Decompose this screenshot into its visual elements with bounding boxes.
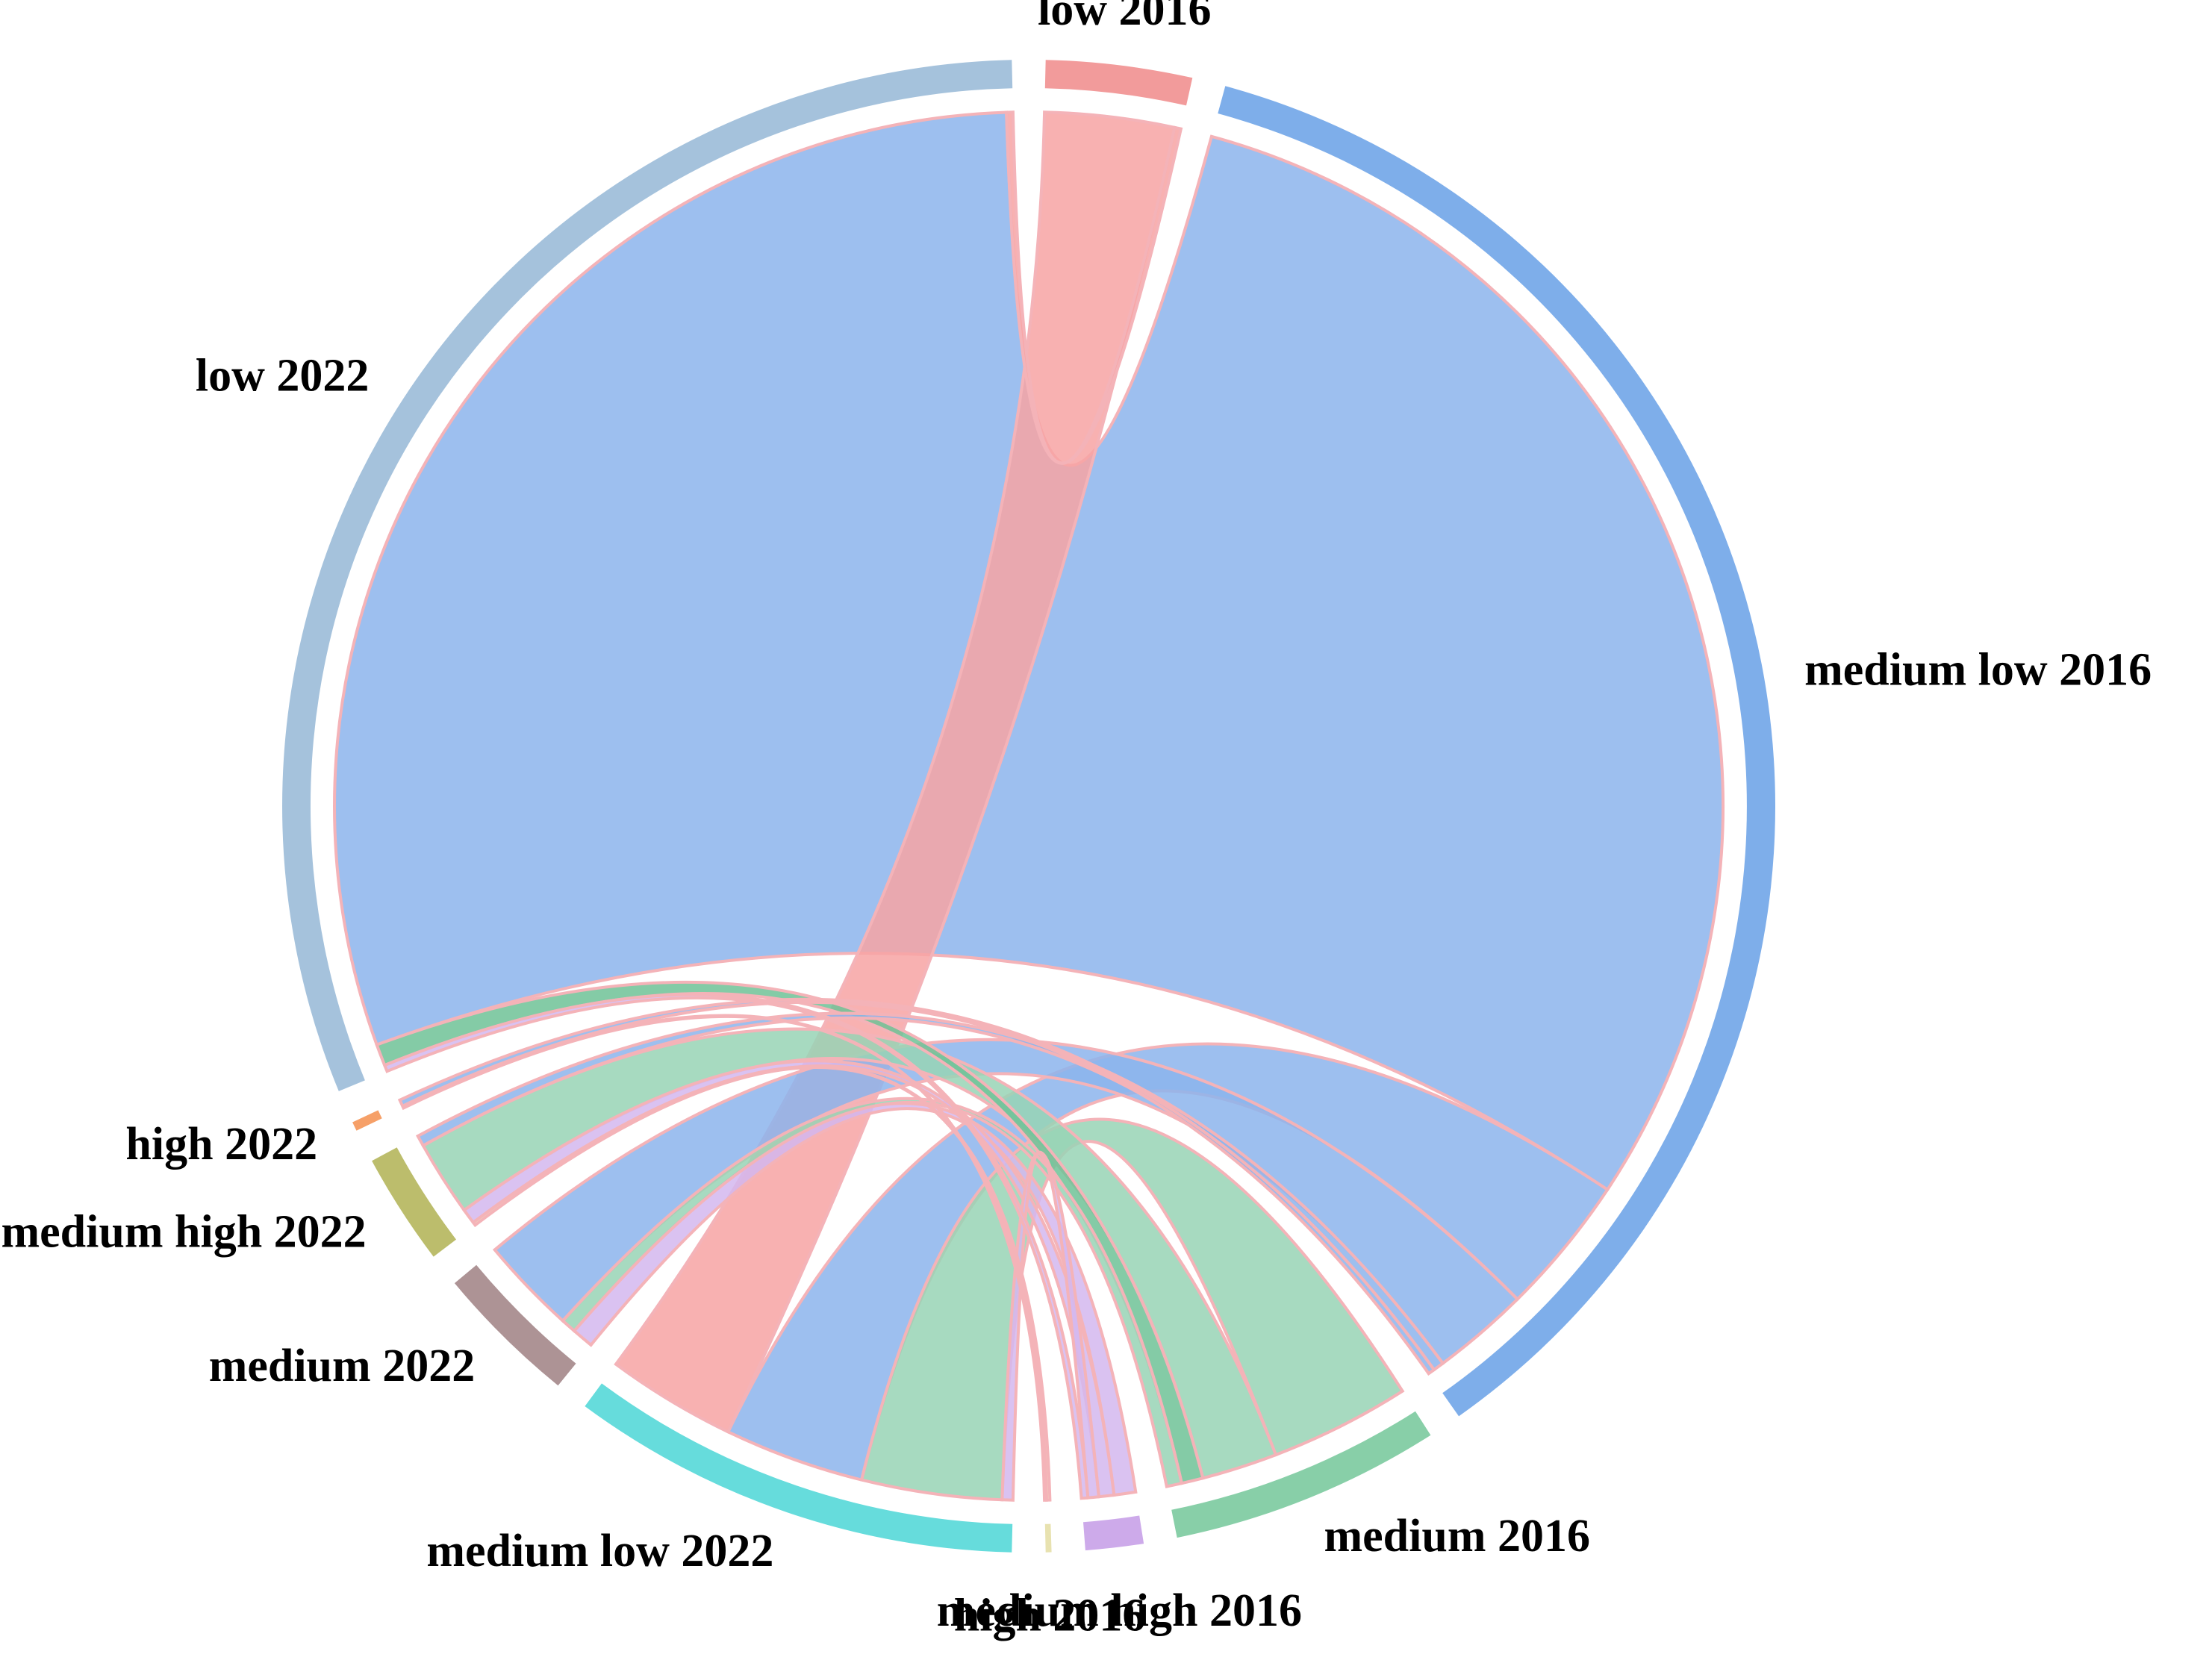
ribbons-layer xyxy=(333,110,1725,1502)
group-arc-medium-low-2022 xyxy=(585,1383,1013,1553)
ribbon-high-2016-to-high-2022 xyxy=(400,1014,1049,1502)
group-arc-medium-2016 xyxy=(1171,1411,1431,1538)
group-arc-high-2022 xyxy=(352,1110,382,1131)
group-arc-medium-2022 xyxy=(454,1264,576,1386)
label-medium-low-2022: medium low 2022 xyxy=(426,1526,773,1576)
ribbon-medium-2016-to-medium-2022 xyxy=(561,1096,1184,1488)
ribbon-medium-high-2016-to-low-2022 xyxy=(382,993,1090,1500)
label-low-2022: low 2022 xyxy=(196,351,370,402)
label-medium-2016: medium 2016 xyxy=(1324,1511,1591,1562)
group-arcs-layer xyxy=(282,60,1776,1553)
label-medium-2022: medium 2022 xyxy=(209,1341,476,1391)
group-labels-layer: low 2016 medium low 2016 medium 2016 medium… xyxy=(1,0,2152,1641)
group-arc-medium-high-2022 xyxy=(372,1147,456,1257)
group-arc-low-2022 xyxy=(282,60,1013,1091)
ribbon-medium-high-2016-to-medium-low-2022 xyxy=(1000,1150,1101,1502)
group-arc-medium-low-2016 xyxy=(1218,86,1776,1417)
label-medium-low-2016: medium low 2016 xyxy=(1804,645,2152,696)
group-arc-low-2016 xyxy=(1044,60,1193,106)
label-medium-high-2022: medium high 2022 xyxy=(1,1207,366,1258)
label-high-2022: high 2022 xyxy=(125,1119,317,1170)
ribbon-low-2016-to-low-2022 xyxy=(1005,110,1183,465)
label-medium-high-2016: medium high 2016 xyxy=(937,1585,1302,1636)
label-high-2016: high 2016 xyxy=(954,1591,1146,1641)
label-low-2016: low 2016 xyxy=(1038,0,1212,35)
group-arc-medium-high-2016 xyxy=(1083,1515,1144,1551)
group-arc-high-2016 xyxy=(1044,1523,1052,1553)
ribbon-medium-high-2016-to-medium-2022 xyxy=(572,1102,1138,1497)
